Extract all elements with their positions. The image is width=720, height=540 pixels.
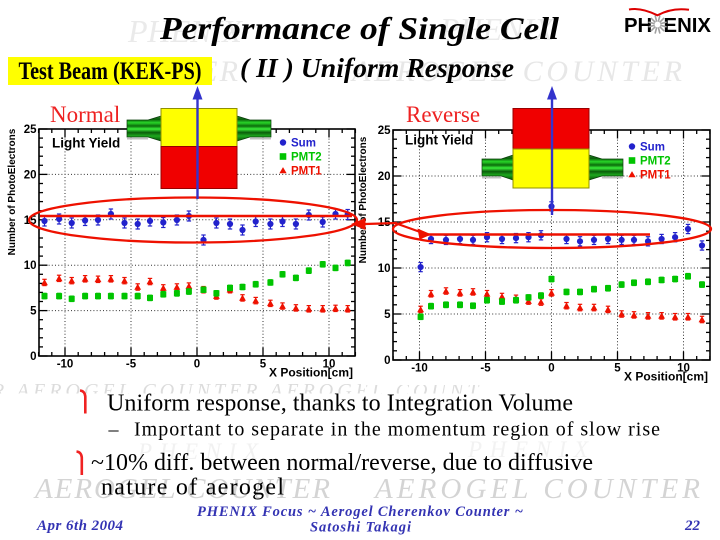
svg-text:Number of PhotoElectrons: Number of PhotoElectrons [358, 136, 369, 263]
svg-text:R AEROGEL COUNTER AEROGEL CO: R AEROGEL COUNTER AEROGEL COUNT [0, 380, 482, 402]
svg-text:Apr 6th 2004: Apr 6th 2004 [36, 518, 124, 534]
svg-text:25: 25 [378, 125, 391, 137]
svg-text:0: 0 [194, 359, 200, 371]
svg-text:25: 25 [24, 124, 37, 136]
svg-text:Performance of Single Cell: Performance of Single Cell [159, 10, 559, 46]
svg-text:( II ) Uniform Response: ( II ) Uniform Response [240, 53, 514, 83]
svg-text:Light Yield: Light Yield [52, 136, 120, 151]
svg-text:Reverse: Reverse [406, 102, 480, 127]
svg-text:nature of aerogel: nature of aerogel [101, 475, 284, 501]
svg-text:Test Beam (KEK-PS): Test Beam (KEK-PS) [19, 58, 202, 85]
svg-text:-10: -10 [411, 363, 428, 375]
svg-text:PHENIX Focus ~ Aerogel Cheren: PHENIX Focus ~ Aerogel Cherenkov Counter… [197, 504, 523, 520]
svg-text:15: 15 [24, 215, 37, 227]
svg-text:PHENIX: PHENIX [439, 11, 555, 47]
svg-text:5: 5 [30, 306, 37, 318]
svg-text:X Position[cm]: X Position[cm] [269, 366, 353, 380]
svg-text:AEROGEL COUNTER: AEROGEL COUNTER [373, 473, 700, 505]
svg-text:-5: -5 [126, 359, 137, 371]
svg-text:0: 0 [30, 351, 36, 363]
svg-text:Normal: Normal [50, 102, 120, 127]
svg-text:-10: -10 [57, 359, 74, 371]
svg-text:PH ENIX: PH ENIX [624, 15, 712, 37]
svg-text:PHENIX: PHENIX [127, 13, 243, 49]
svg-text:Sum: Sum [640, 142, 665, 154]
svg-text:PMT2: PMT2 [291, 152, 322, 164]
svg-text:Important to separate in the m: Important to separate in the momentum re… [134, 419, 660, 441]
svg-text:Satoshi Takagi: Satoshi Takagi [310, 520, 411, 536]
svg-text:5: 5 [614, 363, 621, 375]
svg-text:PMT2: PMT2 [640, 156, 671, 168]
svg-text:0: 0 [548, 363, 554, 375]
svg-text:0: 0 [384, 355, 390, 367]
svg-text:Sum: Sum [291, 138, 316, 150]
svg-text:AEROGEL COUNTER: AEROGEL COUNTER [350, 55, 682, 88]
svg-text:5: 5 [384, 309, 391, 321]
svg-text:Uniform response, thanks to In: Uniform response, thanks to Integration … [107, 391, 573, 417]
svg-text:10: 10 [378, 263, 391, 275]
svg-text:AEROGEL COUNTER: AEROGEL COUNTER [33, 473, 330, 505]
svg-text:PMT1: PMT1 [291, 166, 322, 178]
svg-text:PMT1: PMT1 [640, 170, 671, 182]
svg-text:10: 10 [323, 359, 336, 371]
svg-text:~10% diff. between normal/reve: ~10% diff. between normal/reverse, due t… [91, 450, 593, 476]
svg-text:X Position[cm]: X Position[cm] [624, 370, 708, 384]
svg-text:10: 10 [24, 260, 37, 272]
svg-text:Light Yield: Light Yield [405, 133, 473, 148]
svg-text:5: 5 [260, 359, 267, 371]
svg-text:22: 22 [684, 518, 701, 534]
svg-text:-5: -5 [480, 363, 491, 375]
svg-text:Number of PhotoElectrons: Number of PhotoElectrons [7, 128, 18, 255]
svg-text:20: 20 [24, 169, 37, 181]
svg-text:10: 10 [677, 363, 690, 375]
svg-text:–: – [108, 419, 120, 441]
svg-text:20: 20 [378, 171, 391, 183]
